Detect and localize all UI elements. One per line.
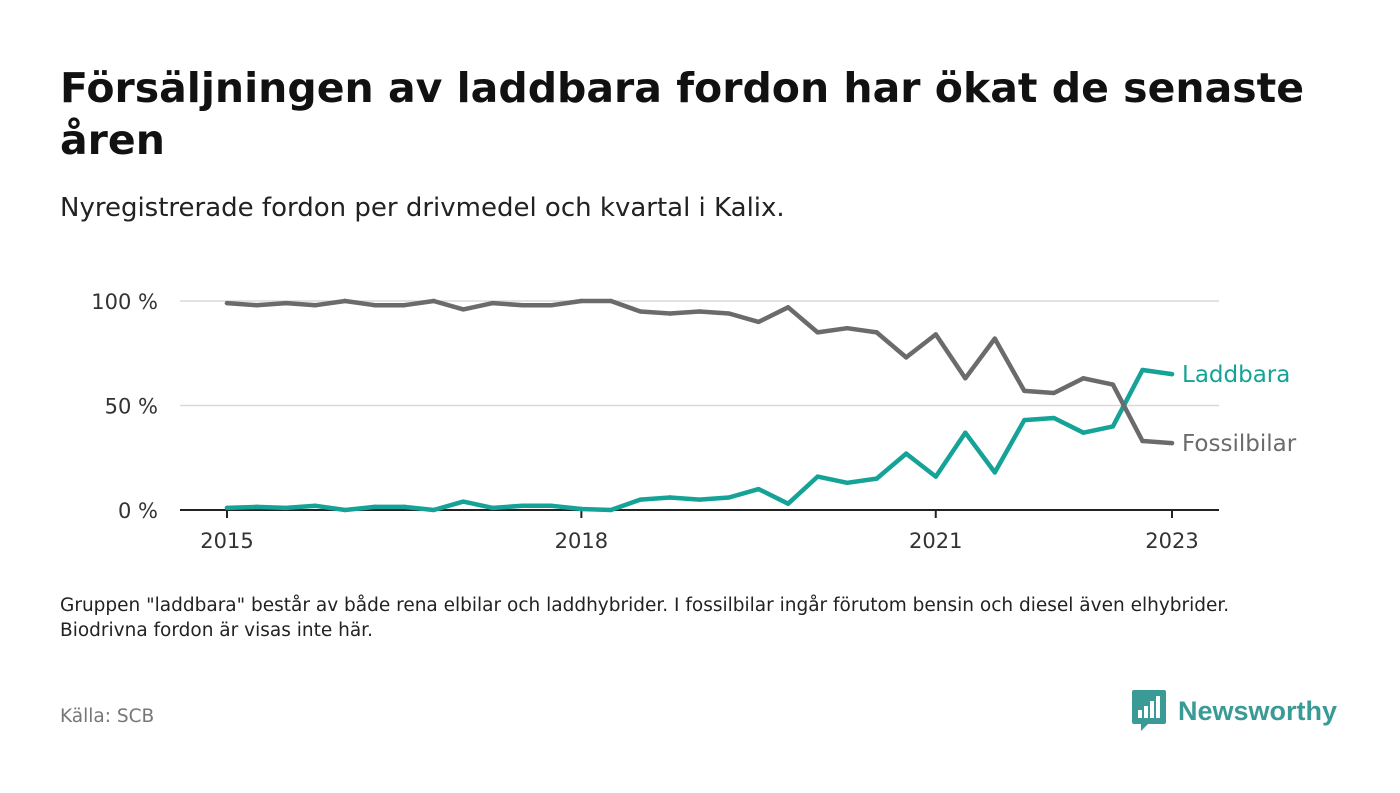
- data-point-fossilbilar: [756, 319, 761, 325]
- chart-title: Försäljningen av laddbara fordon har öka…: [60, 64, 1305, 164]
- data-point-laddbara: [785, 501, 791, 506]
- chart-footnote: Gruppen "laddbara" består av både rena e…: [60, 595, 1230, 641]
- x-tick-label: 2023: [1145, 529, 1198, 553]
- data-point-fossilbilar: [726, 311, 732, 316]
- data-point-fossilbilar: [461, 307, 466, 312]
- logo-wordmark: Newsworthy: [1178, 695, 1338, 726]
- data-point-fossilbilar: [283, 300, 289, 306]
- data-point-fossilbilar: [372, 302, 377, 308]
- data-point-laddbara: [401, 504, 407, 510]
- data-point-fossilbilar: [933, 332, 938, 337]
- data-point-laddbara: [667, 495, 673, 500]
- data-point-laddbara: [1051, 415, 1057, 421]
- data-point-laddbara: [431, 507, 436, 513]
- newsworthy-logo: Newsworthy: [1132, 690, 1337, 732]
- data-point-laddbara: [1081, 430, 1086, 435]
- chart-subtitle: Nyregistrerade fordon per drivmedel och …: [60, 193, 785, 223]
- data-point-laddbara: [933, 474, 938, 479]
- data-point-laddbara: [254, 504, 259, 510]
- y-tick-label: 100 %: [91, 290, 158, 314]
- x-tick-label: 2015: [200, 529, 253, 553]
- x-tick-label: 2021: [909, 529, 962, 553]
- x-tick-label: 2018: [555, 529, 608, 553]
- data-point-laddbara: [874, 476, 879, 481]
- data-point-fossilbilar: [638, 309, 643, 314]
- data-point-laddbara: [815, 474, 820, 479]
- data-point-laddbara: [904, 451, 909, 456]
- data-point-fossilbilar: [579, 298, 584, 304]
- data-point-fossilbilar: [224, 300, 230, 306]
- data-point-laddbara: [1169, 371, 1175, 377]
- data-point-laddbara: [283, 505, 289, 511]
- data-point-laddbara: [342, 507, 348, 513]
- data-point-laddbara: [372, 504, 377, 510]
- data-point-fossilbilar: [963, 376, 968, 381]
- y-tick-label: 0 %: [118, 499, 158, 523]
- series-label-fossilbilar: Fossilbilar: [1182, 431, 1297, 457]
- line-chart: 0 % 50 % 100 % 2015 2018 2021 2023 Laddbara Foss…: [91, 290, 1297, 553]
- data-point-laddbara: [461, 499, 466, 504]
- data-point-laddbara: [1110, 424, 1116, 429]
- data-point-laddbara: [844, 480, 850, 486]
- data-point-laddbara: [1022, 417, 1027, 423]
- data-point-fossilbilar: [342, 298, 348, 304]
- data-point-fossilbilar: [1140, 438, 1145, 444]
- data-point-laddbara: [490, 505, 495, 511]
- y-tick-label: 50 %: [105, 395, 158, 419]
- data-point-laddbara: [992, 470, 998, 475]
- data-point-laddbara: [520, 503, 525, 509]
- data-point-fossilbilar: [608, 298, 614, 304]
- data-point-laddbara: [224, 505, 230, 511]
- data-point-fossilbilar: [520, 302, 525, 308]
- data-point-fossilbilar: [1110, 382, 1116, 387]
- data-point-laddbara: [963, 430, 968, 435]
- data-point-fossilbilar: [313, 302, 318, 308]
- data-point-laddbara: [726, 495, 732, 500]
- data-point-fossilbilar: [1051, 390, 1057, 396]
- data-point-laddbara: [579, 506, 584, 512]
- data-point-fossilbilar: [549, 302, 555, 308]
- data-point-fossilbilar: [904, 355, 909, 360]
- data-point-fossilbilar: [844, 325, 850, 331]
- data-point-laddbara: [313, 503, 318, 509]
- data-point-fossilbilar: [874, 330, 879, 335]
- data-point-laddbara: [1140, 367, 1145, 373]
- data-point-laddbara: [638, 497, 643, 502]
- data-point-laddbara: [549, 503, 555, 509]
- data-point-fossilbilar: [992, 336, 998, 341]
- source-credit: Källa: SCB: [60, 706, 155, 727]
- data-point-fossilbilar: [667, 311, 673, 316]
- bar-chart-speech-bubble-icon: [1132, 690, 1166, 731]
- data-point-fossilbilar: [1022, 388, 1027, 394]
- data-point-laddbara: [697, 497, 702, 502]
- data-point-laddbara: [756, 486, 761, 492]
- data-point-fossilbilar: [815, 330, 820, 335]
- data-point-laddbara: [608, 507, 614, 513]
- data-point-fossilbilar: [490, 300, 495, 306]
- series-label-laddbara: Laddbara: [1182, 362, 1290, 388]
- data-point-fossilbilar: [431, 298, 436, 304]
- data-point-fossilbilar: [1169, 440, 1175, 446]
- data-point-fossilbilar: [785, 305, 791, 310]
- data-point-fossilbilar: [254, 302, 259, 308]
- data-point-fossilbilar: [1081, 376, 1086, 381]
- data-point-fossilbilar: [697, 309, 702, 314]
- data-point-fossilbilar: [401, 302, 407, 308]
